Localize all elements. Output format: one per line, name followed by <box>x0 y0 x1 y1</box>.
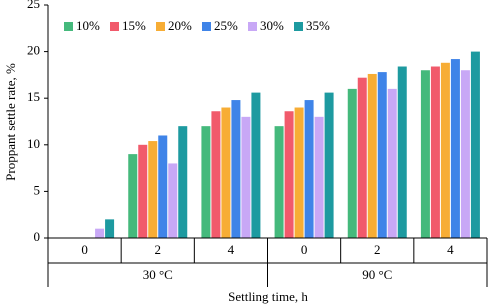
bar <box>430 66 440 239</box>
x-tick-label: 4 <box>447 242 454 257</box>
bar <box>138 144 148 238</box>
y-tick-label: 0 <box>34 229 41 244</box>
bar <box>420 70 430 239</box>
legend-label: 35% <box>306 18 330 33</box>
legend-swatch <box>202 22 211 31</box>
x-tick-label: 0 <box>301 242 308 257</box>
bar <box>251 92 261 238</box>
y-tick-label: 20 <box>27 43 40 58</box>
bar <box>347 88 357 238</box>
bar <box>105 219 115 238</box>
x-tick-label: 0 <box>81 242 88 257</box>
bar <box>241 116 251 238</box>
legend-swatch <box>64 22 73 31</box>
bar <box>148 141 158 238</box>
bar <box>450 59 460 238</box>
bar <box>128 154 138 238</box>
legend-label: 20% <box>168 18 192 33</box>
bar <box>168 163 178 238</box>
x-axis-title: Settling time, h <box>228 289 308 304</box>
bar <box>367 73 377 238</box>
bar <box>201 126 211 238</box>
legend-swatch <box>294 22 303 31</box>
legend-swatch <box>248 22 257 31</box>
bar <box>470 51 480 238</box>
bar <box>274 126 284 238</box>
bar <box>294 107 304 239</box>
y-axis-title: Proppant settle rate, % <box>3 63 18 181</box>
group-label: 30 °C <box>143 267 173 282</box>
bar <box>460 70 470 239</box>
y-tick-label: 10 <box>27 136 40 151</box>
group-label: 90 °C <box>362 267 392 282</box>
x-tick-label: 2 <box>374 242 381 257</box>
bar <box>284 111 294 238</box>
bar <box>158 135 168 238</box>
bar <box>304 100 314 239</box>
y-tick-label: 5 <box>34 182 41 197</box>
y-tick-label: 25 <box>27 0 40 11</box>
bar <box>95 228 105 238</box>
x-tick-label: 2 <box>155 242 162 257</box>
bar <box>211 111 221 238</box>
bar <box>387 88 397 238</box>
bar <box>178 126 188 238</box>
y-tick-label: 15 <box>27 89 40 104</box>
legend-label: 10% <box>76 18 100 33</box>
legend-swatch <box>110 22 119 31</box>
bar <box>324 92 334 238</box>
legend-label: 15% <box>122 18 146 33</box>
x-tick-label: 4 <box>228 242 235 257</box>
bar <box>314 116 324 238</box>
bar <box>231 100 241 239</box>
legend-label: 30% <box>260 18 284 33</box>
legend-swatch <box>156 22 165 31</box>
legend-label: 25% <box>214 18 238 33</box>
bar <box>221 107 231 239</box>
bar <box>440 62 450 239</box>
bar <box>357 77 367 238</box>
bar <box>377 72 387 238</box>
bar <box>397 66 407 239</box>
